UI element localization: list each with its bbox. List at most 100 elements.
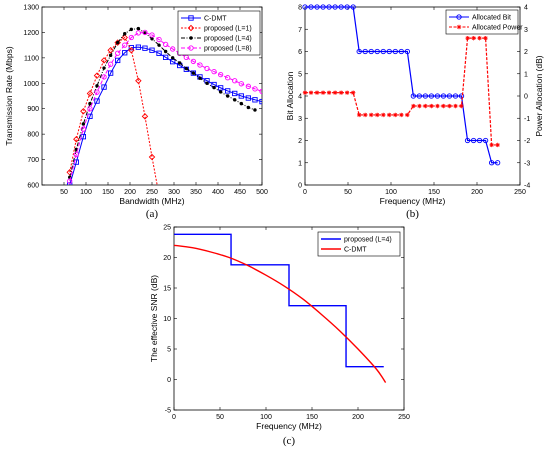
y-right-tick-label: 2 xyxy=(524,49,528,56)
y-tick-label: 0 xyxy=(298,183,302,190)
data-point-1 xyxy=(308,90,314,95)
y-tick-label: 1100 xyxy=(24,55,39,62)
data-point-2 xyxy=(123,32,127,36)
data-point-1 xyxy=(471,35,476,41)
series-line-2 xyxy=(69,28,256,178)
data-point-0 xyxy=(115,57,121,64)
data-point-0 xyxy=(374,48,380,55)
data-point-0 xyxy=(107,70,114,76)
data-point-3 xyxy=(115,50,121,56)
x-axis-label: Frequency (MHz) xyxy=(256,421,322,431)
data-point-3 xyxy=(128,34,134,41)
y-tick-label: 800 xyxy=(27,132,39,139)
panel-label-c: (c) xyxy=(283,435,296,447)
data-point-2 xyxy=(81,122,86,126)
x-tick-label: 350 xyxy=(190,189,202,196)
data-point-3 xyxy=(80,126,87,132)
x-tick-label: 50 xyxy=(344,189,352,196)
data-point-3 xyxy=(73,151,79,158)
data-point-2 xyxy=(225,94,230,98)
data-point-2 xyxy=(198,76,202,80)
series-line-1 xyxy=(173,244,387,383)
data-point-0 xyxy=(416,93,423,99)
data-point-0 xyxy=(217,85,224,91)
data-point-1 xyxy=(417,103,422,109)
data-point-1 xyxy=(393,112,398,118)
data-point-3 xyxy=(217,71,224,78)
data-point-2 xyxy=(150,37,154,41)
data-point-1 xyxy=(86,90,94,97)
data-point-2 xyxy=(157,43,161,47)
data-point-2 xyxy=(143,31,147,35)
data-point-0 xyxy=(440,93,447,99)
data-point-1 xyxy=(489,142,494,148)
data-point-0 xyxy=(156,50,162,56)
data-point-0 xyxy=(338,4,344,10)
data-point-2 xyxy=(191,71,196,75)
y-tick-label: 6 xyxy=(298,49,302,56)
data-point-1 xyxy=(441,103,446,109)
data-point-1 xyxy=(107,46,114,54)
data-point-3 xyxy=(204,65,210,72)
data-point-0 xyxy=(464,137,471,144)
y-axis-label: The effective SNR (dB) xyxy=(149,275,159,362)
y-tick-label: 700 xyxy=(27,157,39,164)
data-point-0 xyxy=(404,48,410,55)
x-tick-label: 100 xyxy=(385,189,397,196)
data-point-2 xyxy=(102,66,106,70)
data-point-0 xyxy=(101,84,107,90)
y-axis-label: Bit Allocation xyxy=(285,71,295,120)
data-point-0 xyxy=(252,97,258,103)
x-tick-label: 150 xyxy=(102,189,114,196)
data-point-0 xyxy=(344,4,350,10)
data-point-1 xyxy=(453,103,458,109)
data-point-1 xyxy=(423,103,428,109)
data-point-1 xyxy=(435,103,440,109)
data-point-1 xyxy=(332,90,338,95)
data-point-1 xyxy=(73,135,80,143)
data-point-0 xyxy=(332,4,338,10)
legend-box xyxy=(445,9,519,35)
data-point-0 xyxy=(398,48,404,55)
data-point-1 xyxy=(381,112,386,118)
y-tick-label: 8 xyxy=(298,5,302,12)
data-point-1 xyxy=(128,46,135,54)
legend: C-DMT proposed (L=1) proposed (L=4) propose… xyxy=(177,10,261,56)
x-tick-label: 200 xyxy=(124,189,136,196)
data-point-1 xyxy=(375,112,380,118)
data-point-1 xyxy=(302,90,308,95)
data-point-3 xyxy=(67,178,73,184)
legend-marker-3 xyxy=(188,45,194,51)
data-point-2 xyxy=(233,98,237,102)
data-point-3 xyxy=(211,68,217,75)
data-point-2 xyxy=(108,53,113,58)
data-point-3 xyxy=(94,89,100,95)
legend-entry-3: proposed (L=8) xyxy=(204,46,252,53)
data-point-3 xyxy=(245,83,252,89)
x-tick-label: 250 xyxy=(514,189,526,196)
data-point-3 xyxy=(232,78,238,84)
series-line-1 xyxy=(69,36,158,185)
data-point-3 xyxy=(87,106,93,112)
x-tick-label: 200 xyxy=(471,189,483,196)
panel-label-a: (a) xyxy=(146,208,159,220)
data-point-1 xyxy=(320,90,326,95)
data-point-3 xyxy=(107,61,114,67)
legend-entry-0: Allocated Bit xyxy=(472,15,511,22)
panel-b: 0 50 100 150 200 250 0 1 2 3 4 5 6 7 8 -4 -3 -2 -1 0 1 2 3 4 Fre… xyxy=(285,4,544,220)
y-right-tick-label: 0 xyxy=(524,94,528,101)
y-tick-label: 0 xyxy=(167,377,171,384)
data-point-0 xyxy=(470,137,477,144)
legend-marker-0 xyxy=(188,15,194,21)
data-point-0 xyxy=(476,137,483,144)
data-point-1 xyxy=(148,153,156,161)
data-point-1 xyxy=(369,112,374,118)
x-tick-label: 50 xyxy=(216,414,224,421)
data-point-1 xyxy=(314,90,320,95)
y-tick-label: 600 xyxy=(27,183,39,190)
x-tick-label: 0 xyxy=(172,414,176,421)
y-right-tick-label: -4 xyxy=(524,183,530,190)
data-point-0 xyxy=(238,93,244,99)
y-tick-label: 4 xyxy=(298,94,302,101)
y-tick-label: 5 xyxy=(298,71,302,78)
